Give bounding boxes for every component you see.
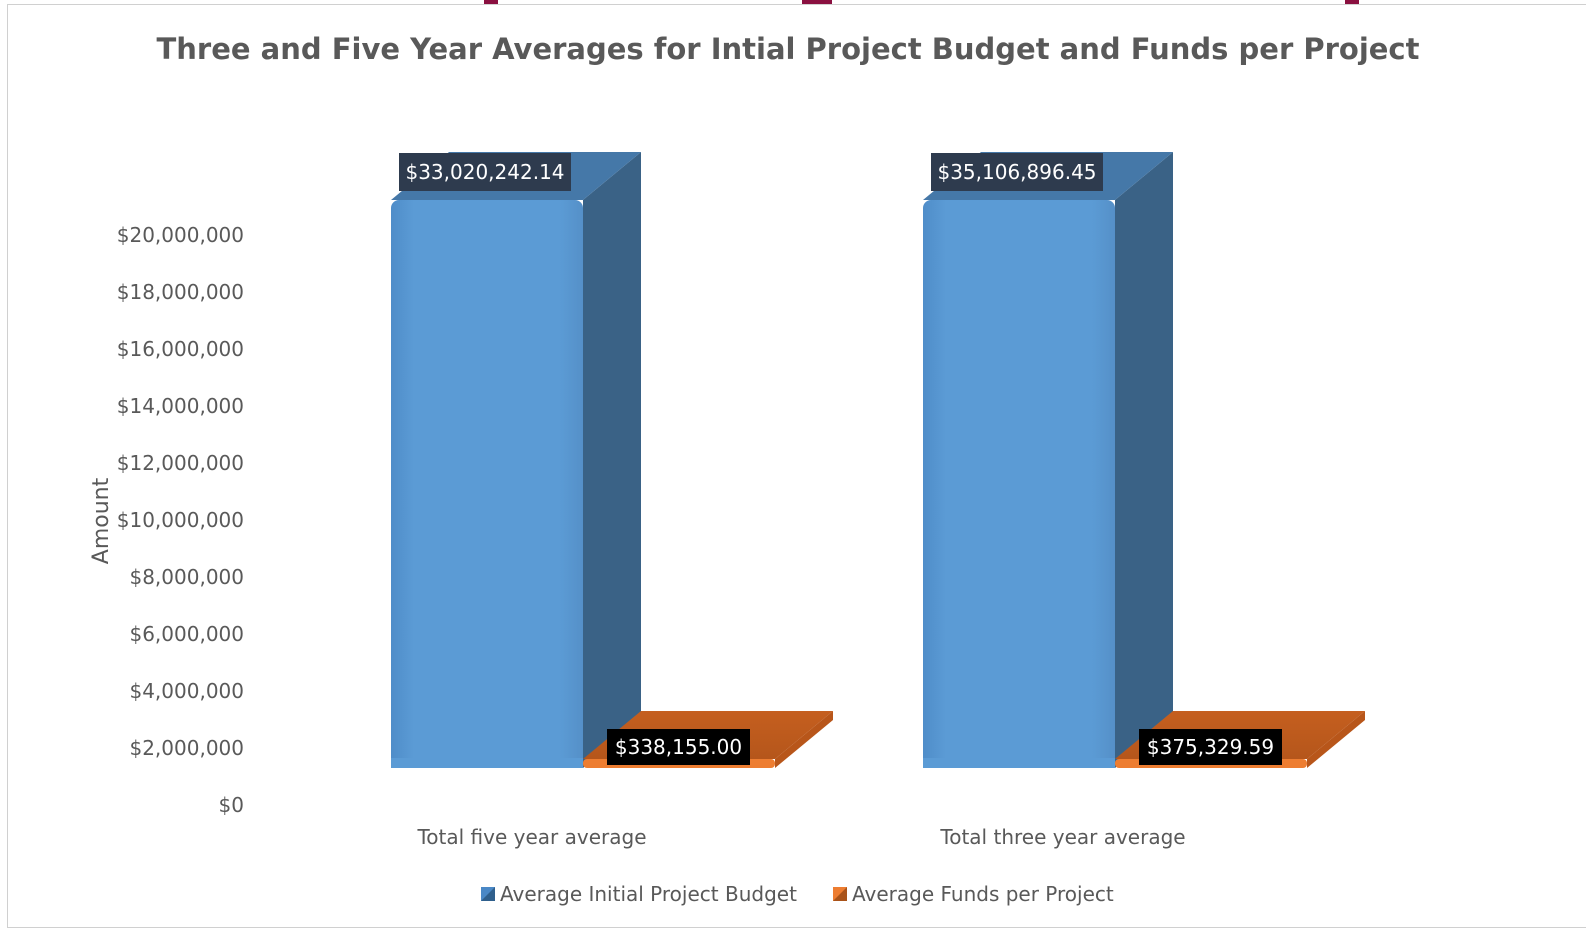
y-tick-label: $10,000,000: [117, 508, 244, 532]
data-label-text: $338,155.00: [615, 735, 742, 759]
bar-series-1-base: [391, 758, 583, 768]
legend-item-series-1: Average Initial Project Budget: [481, 882, 797, 906]
data-label-text: $375,329.59: [1147, 735, 1274, 759]
y-tick-label: $18,000,000: [117, 280, 244, 304]
bar-series-2-side: [775, 711, 833, 768]
legend-label-series-1: Average Initial Project Budget: [500, 882, 797, 906]
y-tick-label: $6,000,000: [129, 622, 244, 646]
bar-series-1-side: [1115, 152, 1173, 768]
data-label-text: $35,106,896.45: [937, 160, 1096, 184]
y-tick-label: $14,000,000: [117, 394, 244, 418]
y-axis-title: Amount: [89, 477, 114, 564]
y-tick-label: $8,000,000: [129, 565, 244, 589]
legend-label-series-2: Average Funds per Project: [852, 882, 1114, 906]
data-label-box: [1139, 729, 1282, 765]
top-accent-bar-middle: [802, 0, 832, 5]
y-tick-label: $2,000,000: [129, 736, 244, 760]
legend-swatch-series-2-shade: [833, 887, 847, 901]
bar-series-1-base: [923, 758, 1115, 768]
y-tick-label: $4,000,000: [129, 679, 244, 703]
bar-series-1-front: [923, 200, 1115, 768]
data-label-box: [399, 153, 571, 191]
category-label: Total five year average: [416, 825, 646, 849]
y-axis-ticks: $0 $2,000,000 $4,000,000 $6,000,000 $8,000,0…: [117, 223, 244, 817]
data-label-box: [607, 729, 750, 765]
top-accent-bar-right: [1345, 0, 1359, 5]
chart-frame: [7, 4, 1586, 928]
y-tick-label: $20,000,000: [117, 223, 244, 247]
y-tick-label: $12,000,000: [117, 451, 244, 475]
y-tick-label: $16,000,000: [117, 337, 244, 361]
bars: [391, 152, 1365, 768]
data-label-series-1: $33,020,242.14: [399, 153, 571, 191]
top-accent-bar-left: [484, 0, 498, 5]
y-tick-label: $0: [219, 793, 244, 817]
bar-series-1: [923, 152, 1173, 768]
chart-title: Three and Five Year Averages for Intial …: [157, 32, 1420, 66]
data-label-box: [931, 153, 1103, 191]
category-labels: Total five year average Total three year …: [416, 825, 1185, 849]
data-label-series-2: $375,329.59: [1139, 729, 1282, 765]
data-labels: $33,020,242.14 $338,155.00 $35,106,896.45 $…: [399, 153, 1282, 765]
category-label: Total three year average: [939, 825, 1185, 849]
legend-swatch-series-1-shade: [481, 887, 495, 901]
bar-series-1-side: [583, 152, 641, 768]
data-label-series-1: $35,106,896.45: [931, 153, 1103, 191]
data-label-series-2: $338,155.00: [607, 729, 750, 765]
bar-series-1-front: [391, 200, 583, 768]
legend-item-series-2: Average Funds per Project: [833, 882, 1114, 906]
bar-series-2-side: [1307, 711, 1365, 768]
data-label-text: $33,020,242.14: [405, 160, 564, 184]
legend: Average Initial Project Budget Average F…: [481, 882, 1114, 906]
bar-series-1: [391, 152, 641, 768]
